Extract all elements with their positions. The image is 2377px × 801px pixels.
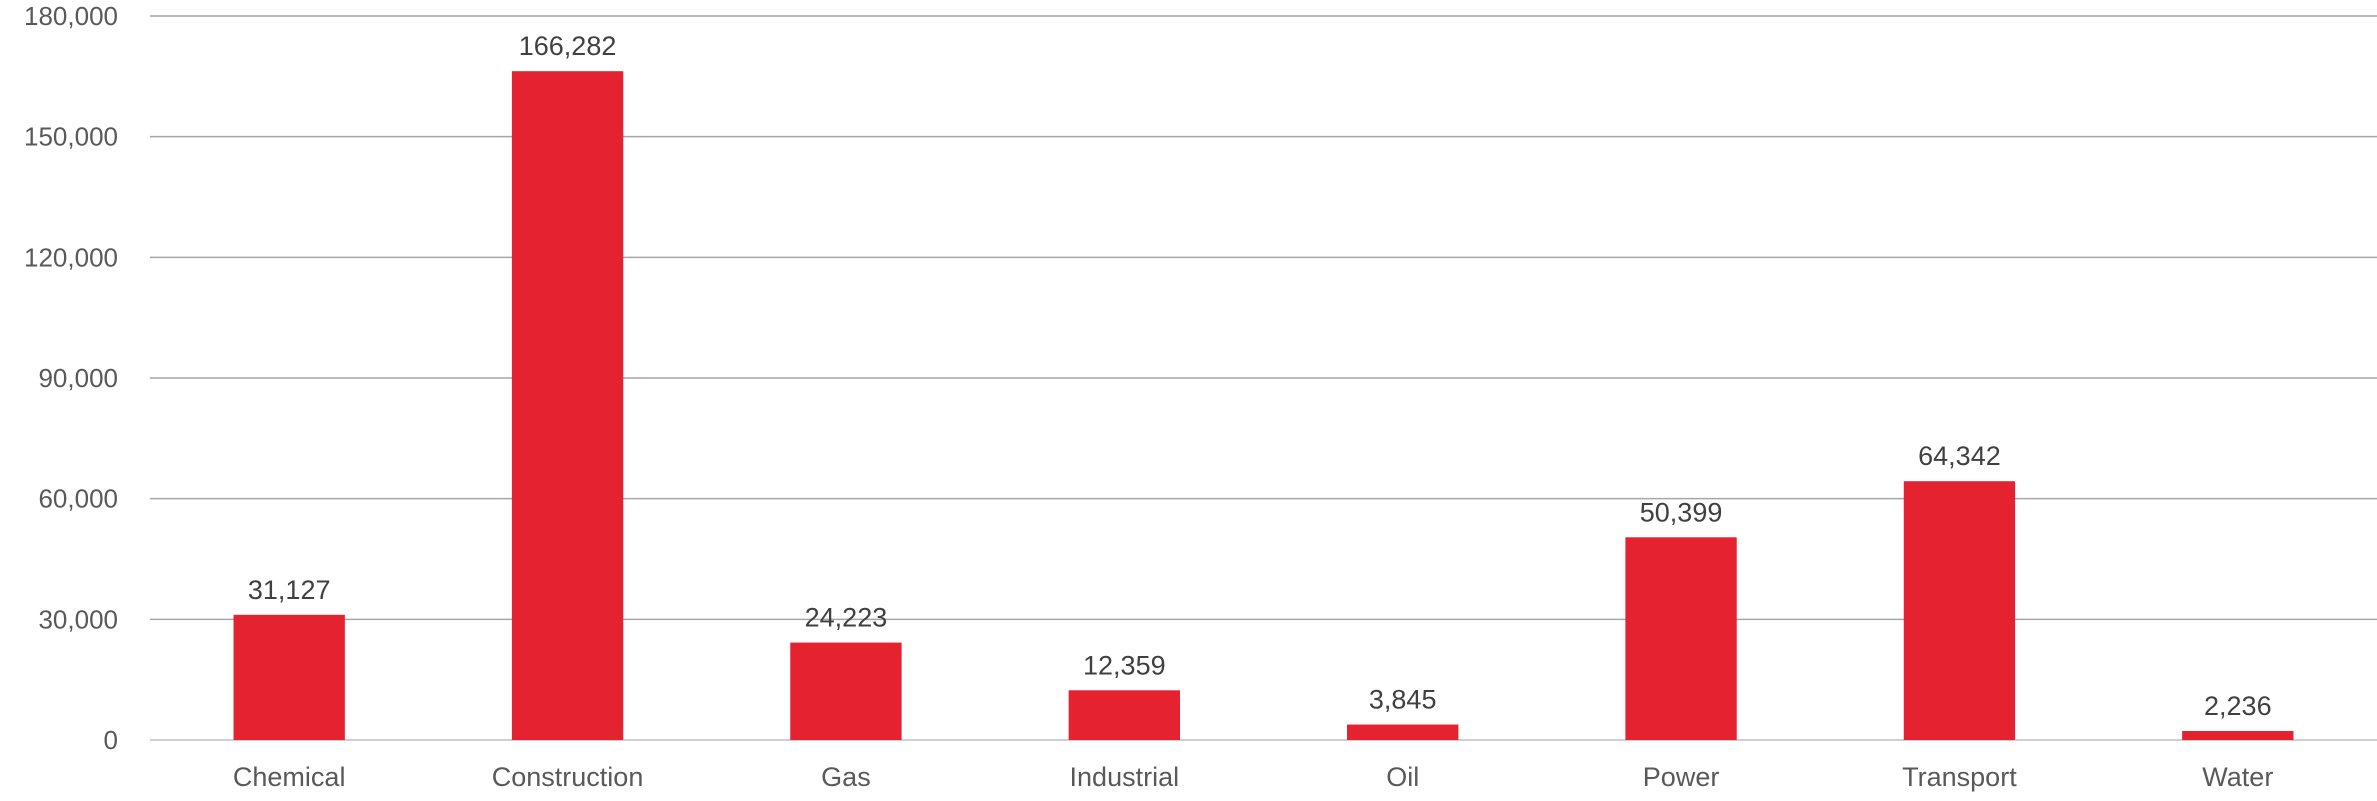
x-tick-label-construction: Construction xyxy=(492,762,644,792)
data-label-transport: 64,342 xyxy=(1918,441,2001,471)
bar-chemical xyxy=(233,614,345,740)
x-axis: Chemical Construction Gas Industrial Oil Powe… xyxy=(233,762,2273,792)
x-tick-label-industrial: Industrial xyxy=(1070,762,1180,792)
y-tick-label: 120,000 xyxy=(24,242,118,272)
x-tick-label-power: Power xyxy=(1643,762,1720,792)
bar-construction xyxy=(511,71,624,741)
x-tick-label-water: Water xyxy=(2202,762,2273,792)
y-tick-label: 30,000 xyxy=(38,604,118,634)
y-tick-label: 90,000 xyxy=(38,363,118,393)
y-tick-label: 180,000 xyxy=(24,1,118,31)
y-tick-label: 60,000 xyxy=(38,484,118,514)
x-tick-label-gas: Gas xyxy=(821,762,871,792)
bars xyxy=(233,71,2294,741)
x-tick-label-transport: Transport xyxy=(1902,762,2017,792)
data-label-construction: 166,282 xyxy=(519,31,617,61)
data-label-power: 50,399 xyxy=(1640,497,1723,527)
bar-industrial xyxy=(1068,690,1180,740)
x-tick-label-oil: Oil xyxy=(1386,762,1419,792)
data-label-oil: 3,845 xyxy=(1369,685,1437,715)
data-label-water: 2,236 xyxy=(2204,691,2272,721)
y-axis: 0 30,000 60,000 90,000 120,000 150,000 180,000 xyxy=(24,1,118,755)
x-tick-label-chemical: Chemical xyxy=(233,762,346,792)
bar-water xyxy=(2182,731,2294,740)
bar-power xyxy=(1625,537,1737,740)
data-label-chemical: 31,127 xyxy=(248,575,331,605)
y-tick-label: 0 xyxy=(104,725,118,755)
gridlines xyxy=(150,15,2377,741)
y-tick-label: 150,000 xyxy=(24,122,118,152)
data-label-gas: 24,223 xyxy=(805,603,888,633)
data-labels: 31,127 166,282 24,223 12,359 3,845 50,399 64,3… xyxy=(248,31,2272,721)
bar-oil xyxy=(1347,724,1459,740)
bar-gas xyxy=(790,642,902,740)
data-label-industrial: 12,359 xyxy=(1083,650,1166,680)
bar-transport xyxy=(1903,481,2016,740)
